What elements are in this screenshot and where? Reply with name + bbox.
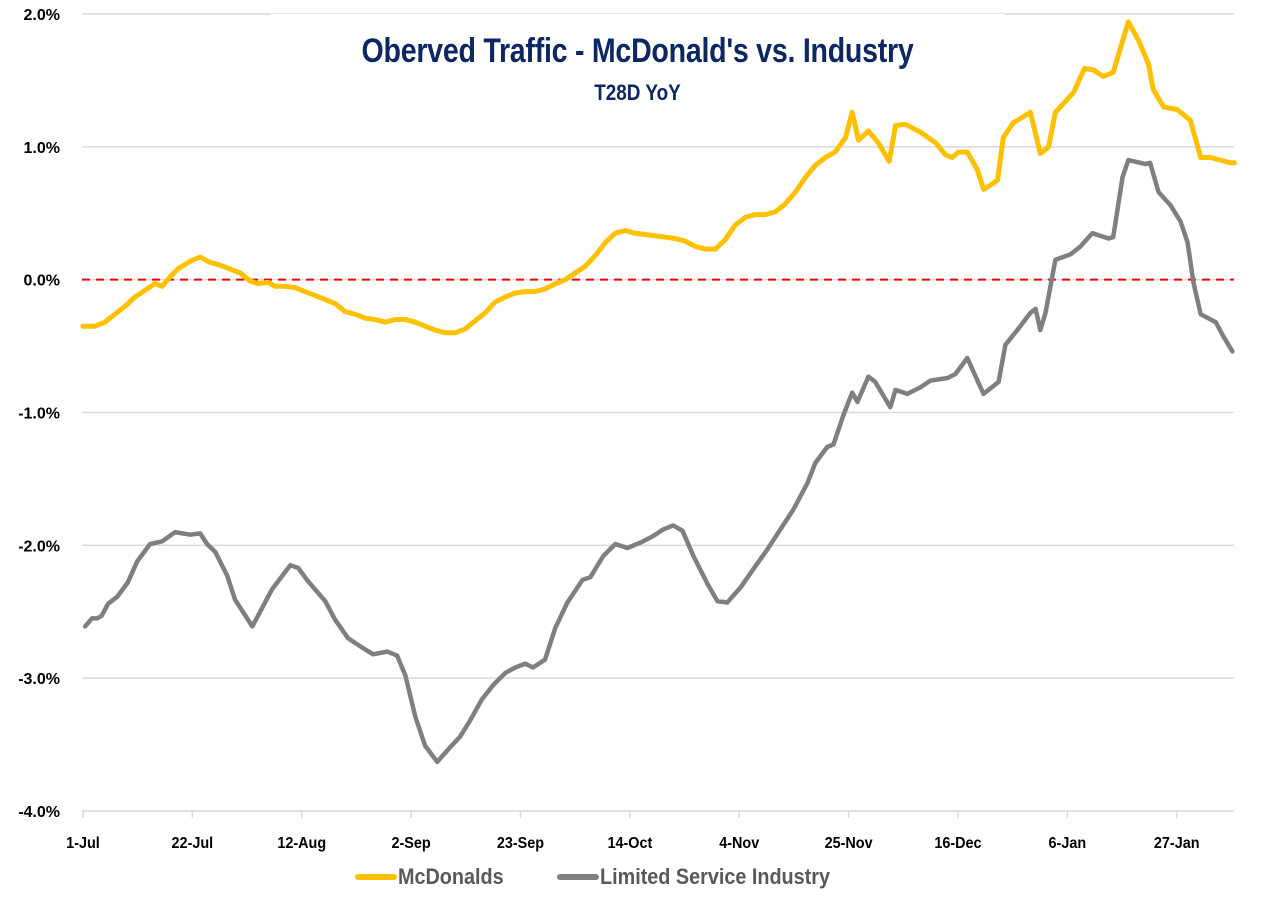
- x-tick-label: 25-Nov: [825, 834, 874, 852]
- y-tick-label: 0.0%: [24, 273, 60, 290]
- series-lines: [80, 19, 1237, 765]
- chart-title: Oberved Traffic - McDonald's vs. Industr…: [361, 32, 914, 70]
- legend-item-industry: Limited Service Industry: [557, 864, 856, 890]
- gridlines: [82, 13, 1234, 679]
- series-line-limited-service-industry: [82, 157, 1235, 765]
- legend-swatch-mcdonalds: [355, 874, 397, 880]
- x-tick-label: 22-Jul: [172, 834, 214, 852]
- y-tick-label: -3.0%: [18, 671, 60, 688]
- legend-item-mcdonalds: McDonalds: [355, 864, 515, 890]
- x-tick-label: 23-Sep: [497, 834, 544, 852]
- x-tick-label: 12-Aug: [277, 834, 326, 852]
- legend-swatch-industry: [557, 874, 600, 880]
- x-tick-label: 6-Jan: [1049, 834, 1087, 852]
- x-tick-label: 16-Dec: [934, 834, 982, 852]
- y-tick-label: -2.0%: [18, 538, 60, 555]
- y-tick-label: 2.0%: [24, 7, 60, 24]
- chart-subtitle: T28D YoY: [594, 80, 681, 105]
- y-tick-label: -4.0%: [18, 804, 60, 821]
- series-line-mcdonalds: [80, 19, 1237, 336]
- y-axis-tick-labels: 2.0% 1.0% 0.0% -1.0% -2.0% -3.0% -4.0%: [18, 7, 60, 821]
- chart-legend: McDonalds Limited Service Industry: [355, 862, 856, 892]
- x-tick-label: 2-Sep: [392, 834, 431, 852]
- x-tick-label: 14-Oct: [607, 834, 652, 852]
- y-tick-label: 1.0%: [24, 140, 60, 157]
- x-axis: 1-Jul 22-Jul 12-Aug 2-Sep 23-Sep 14-Oct 4-Nov 2…: [66, 810, 1234, 852]
- x-tick-label: 4-Nov: [719, 834, 760, 852]
- chart-title-block: Oberved Traffic - McDonald's vs. Industr…: [270, 14, 1005, 109]
- legend-label-industry: Limited Service Industry: [600, 864, 831, 889]
- x-tick-label: 27-Jan: [1154, 834, 1200, 852]
- legend-label-mcdonalds: McDonalds: [398, 864, 504, 889]
- x-tick-label: 1-Jul: [66, 834, 100, 852]
- y-tick-label: -1.0%: [18, 406, 60, 423]
